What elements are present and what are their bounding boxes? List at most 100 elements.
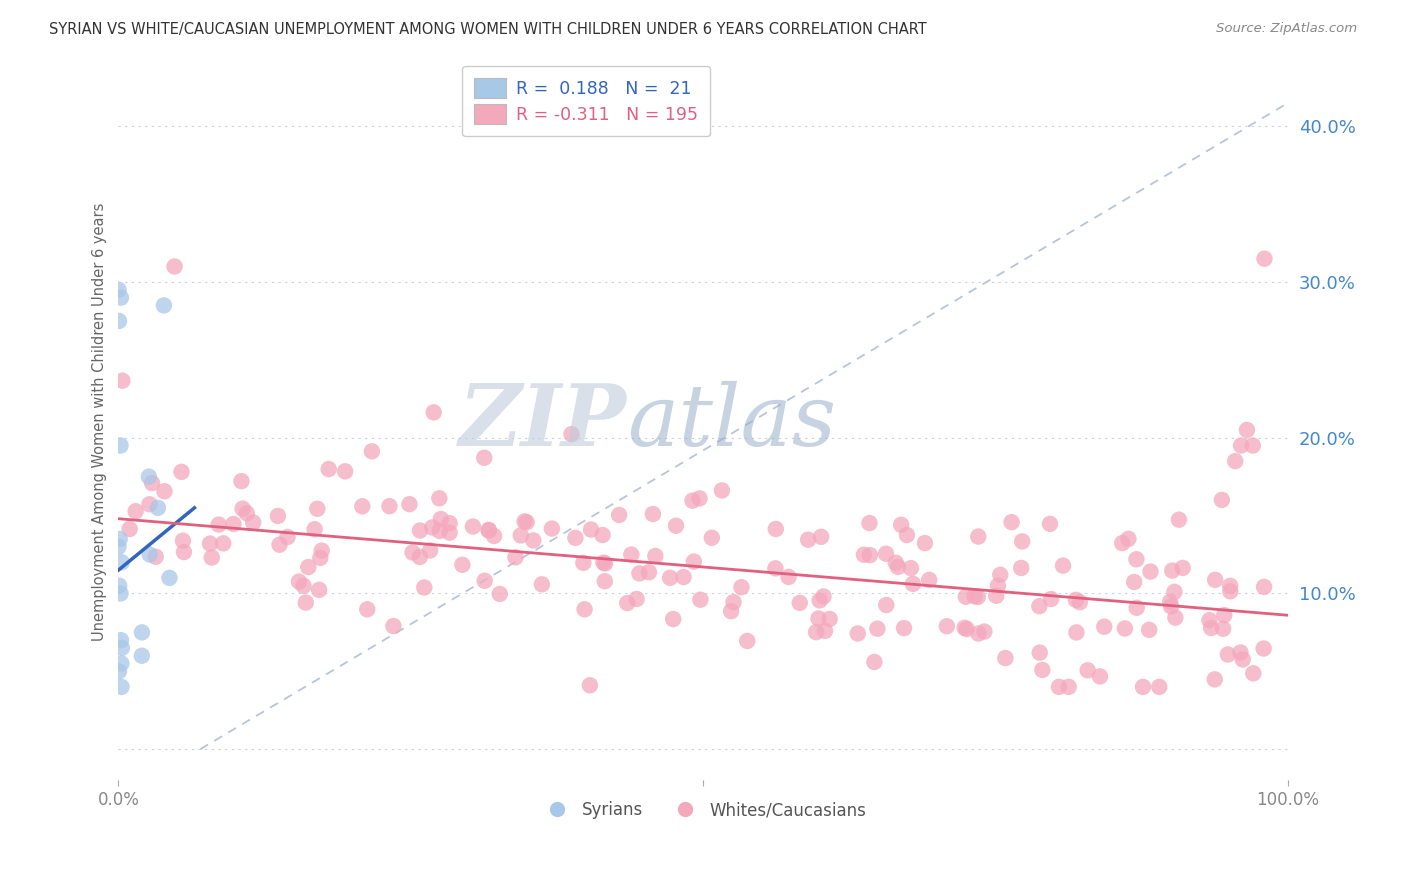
Point xyxy=(966,590,988,604)
Point xyxy=(579,678,602,692)
Point xyxy=(131,625,153,640)
Point xyxy=(1236,423,1258,437)
Point xyxy=(1164,610,1187,624)
Point xyxy=(1077,663,1099,677)
Point xyxy=(1001,515,1024,529)
Point xyxy=(267,508,290,523)
Point xyxy=(1198,613,1220,627)
Point xyxy=(401,545,423,559)
Point xyxy=(616,596,638,610)
Point xyxy=(1149,680,1171,694)
Point xyxy=(593,557,616,571)
Point xyxy=(170,465,193,479)
Point xyxy=(765,522,787,536)
Point xyxy=(901,577,924,591)
Point xyxy=(846,626,869,640)
Point xyxy=(560,427,582,442)
Point xyxy=(592,556,614,570)
Point xyxy=(858,516,880,530)
Point xyxy=(963,590,986,604)
Point xyxy=(1225,454,1247,468)
Point xyxy=(294,596,316,610)
Text: SYRIAN VS WHITE/CAUCASIAN UNEMPLOYMENT AMONG WOMEN WITH CHILDREN UNDER 6 YEARS C: SYRIAN VS WHITE/CAUCASIAN UNEMPLOYMENT A… xyxy=(49,22,927,37)
Point xyxy=(682,493,704,508)
Point xyxy=(887,560,910,574)
Point xyxy=(110,438,132,452)
Point xyxy=(111,374,134,388)
Point xyxy=(110,586,132,600)
Point xyxy=(807,611,830,625)
Point xyxy=(118,522,141,536)
Point xyxy=(644,549,666,563)
Point xyxy=(659,571,682,585)
Point xyxy=(1160,599,1182,614)
Point xyxy=(307,501,329,516)
Point xyxy=(141,476,163,491)
Point xyxy=(318,462,340,476)
Point xyxy=(813,590,835,604)
Point xyxy=(173,545,195,559)
Point xyxy=(955,590,977,604)
Point xyxy=(638,566,661,580)
Text: atlas: atlas xyxy=(627,381,837,464)
Point xyxy=(1040,592,1063,607)
Point xyxy=(198,536,221,550)
Point xyxy=(1241,666,1264,681)
Point xyxy=(505,550,527,565)
Point xyxy=(1047,680,1070,694)
Point xyxy=(814,624,837,638)
Point xyxy=(232,501,254,516)
Point xyxy=(153,484,176,499)
Point xyxy=(1219,579,1241,593)
Point xyxy=(896,528,918,542)
Point xyxy=(212,536,235,550)
Point xyxy=(564,531,586,545)
Point xyxy=(124,504,146,518)
Point xyxy=(626,591,648,606)
Point xyxy=(1139,565,1161,579)
Point xyxy=(422,405,444,419)
Point xyxy=(735,634,758,648)
Point xyxy=(1088,669,1111,683)
Point xyxy=(967,530,990,544)
Point xyxy=(288,574,311,589)
Point xyxy=(1253,580,1275,594)
Point xyxy=(138,469,160,483)
Point xyxy=(574,602,596,616)
Point xyxy=(108,532,131,546)
Point xyxy=(875,598,897,612)
Legend: Syrians, Whites/Caucasians: Syrians, Whites/Caucasians xyxy=(533,795,873,826)
Point xyxy=(1057,680,1080,694)
Point xyxy=(208,517,231,532)
Point xyxy=(153,298,176,312)
Point xyxy=(439,525,461,540)
Point xyxy=(1028,599,1050,614)
Point xyxy=(1011,534,1033,549)
Point xyxy=(108,579,131,593)
Point xyxy=(1167,513,1189,527)
Point xyxy=(987,579,1010,593)
Point xyxy=(356,602,378,616)
Point xyxy=(352,500,374,514)
Point xyxy=(311,543,333,558)
Point xyxy=(1069,595,1091,609)
Point xyxy=(269,538,291,552)
Point xyxy=(439,516,461,531)
Point xyxy=(427,491,450,506)
Point xyxy=(108,314,131,328)
Point xyxy=(641,507,664,521)
Point xyxy=(1132,680,1154,694)
Point xyxy=(1064,593,1087,607)
Point xyxy=(530,577,553,591)
Point xyxy=(398,497,420,511)
Point xyxy=(1114,622,1136,636)
Point xyxy=(593,574,616,589)
Point xyxy=(110,633,132,648)
Point xyxy=(973,624,995,639)
Point xyxy=(413,581,436,595)
Point xyxy=(292,579,315,593)
Point xyxy=(592,528,614,542)
Point xyxy=(145,549,167,564)
Point xyxy=(108,665,131,679)
Y-axis label: Unemployment Among Women with Children Under 6 years: Unemployment Among Women with Children U… xyxy=(93,203,107,641)
